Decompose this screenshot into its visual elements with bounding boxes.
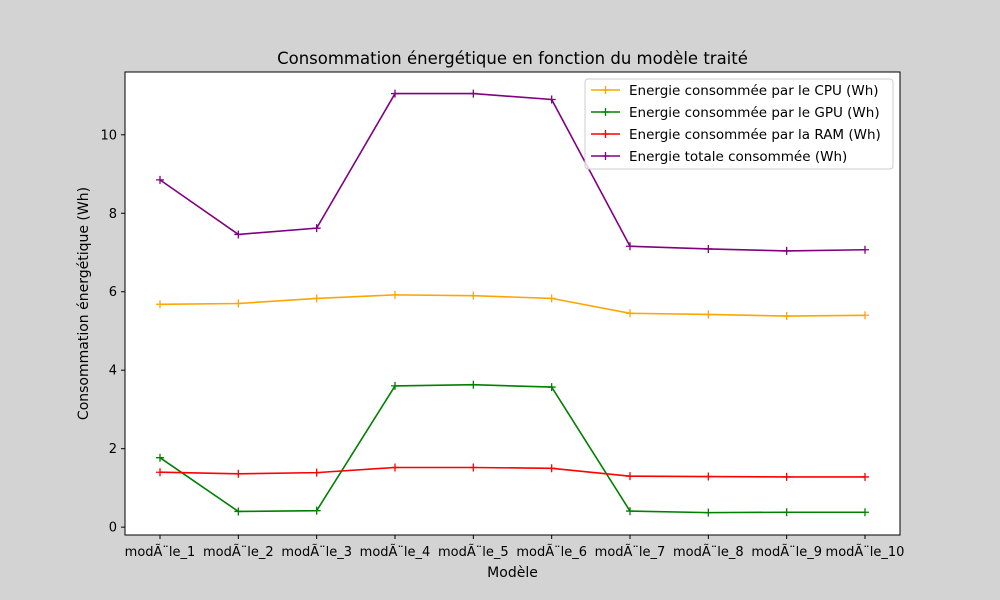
legend: Energie consommée par le CPU (Wh) Energie… [584,78,894,170]
series-line-3 [159,466,865,478]
data-point-marker [626,242,634,251]
data-point-marker [312,468,321,477]
plot-frame [124,71,901,536]
series-line-2 [159,383,865,514]
data-point-marker [626,309,634,318]
y-axis-label: Consommation énergétique (Wh) [76,187,92,420]
legend-marker [601,108,610,116]
x-tick-label: modÃ¨le_2 [203,544,274,560]
data-point-marker [626,472,634,481]
series-line-4 [159,92,866,252]
data-point-marker [626,507,634,516]
x-tick-label: modÃ¨le_8 [673,544,744,560]
data-point-marker [782,312,791,321]
data-point-marker [312,224,321,233]
chart-title: Consommation énergétique en fonction du … [277,49,748,68]
y-tick-label: 2 [109,442,117,457]
data-point-marker [782,246,791,255]
data-point-marker [234,230,243,239]
legend-label: Energie consommée par la RAM (Wh) [629,127,881,143]
x-axis-ticks: modÃ¨le_1 modÃ¨le_2 modÃ¨le_3 modÃ¨le_4 modÃ… [125,535,905,560]
data-point-marker [234,507,243,516]
legend-label: Energie totale consommée (Wh) [629,149,847,165]
data-point-marker [861,311,869,320]
x-tick-label: modÃ¨le_1 [125,544,196,560]
y-axis-ticks: 0 2 4 6 8 10 [100,128,125,536]
data-point-marker [312,506,321,515]
x-tick-label: modÃ¨le_9 [751,544,822,560]
series-line-1 [159,294,866,317]
data-point-marker [547,95,556,104]
legend-label: Energie consommée par le GPU (Wh) [629,105,880,121]
data-point-marker [156,468,164,477]
y-tick-label: 10 [100,128,117,143]
data-point-marker [547,464,556,473]
data-point-marker [312,294,321,303]
x-tick-label: modÃ¨le_5 [438,544,509,560]
data-point-marker [391,89,399,98]
data-point-marker [156,175,164,184]
data-point-marker [391,381,399,390]
x-tick-label: modÃ¨le_3 [281,544,352,560]
x-tick-label: modÃ¨le_4 [360,544,431,560]
data-point-marker [861,472,869,481]
legend-marker [601,130,610,138]
data-point-marker [469,463,478,472]
y-tick-label: 0 [109,521,117,536]
y-tick-label: 6 [109,285,117,300]
data-point-marker [391,463,399,472]
data-point-marker [782,508,791,517]
data-point-marker [704,508,713,517]
y-tick-label: 4 [109,364,117,379]
data-point-marker [234,299,243,308]
data-point-marker [156,453,164,462]
legend-label: Energie consommée par le CPU (Wh) [629,83,879,99]
x-tick-label: modÃ¨le_7 [595,544,666,560]
legend-entry: Energie consommée par la RAM (Wh) [591,127,881,143]
data-point-marker [156,300,164,309]
data-point-marker [861,508,869,517]
x-tick-label: modÃ¨le_10 [826,544,905,560]
data-point-marker [704,310,713,319]
data-point-marker [861,245,869,254]
data-point-marker [547,294,556,303]
series-layer [156,89,869,517]
data-point-marker [704,244,713,253]
legend-entry: Energie consommée par le GPU (Wh) [591,105,880,121]
data-point-marker [469,380,478,389]
data-point-marker [391,290,399,299]
legend-box [584,78,894,170]
data-point-marker [704,472,713,481]
x-axis-label: Modèle [487,565,538,581]
data-point-marker [469,291,478,300]
x-tick-label: modÃ¨le_6 [516,544,587,560]
data-point-marker [234,469,243,478]
data-point-marker [547,383,556,392]
legend-entry: Energie totale consommée (Wh) [591,149,847,165]
legend-marker [601,152,610,160]
legend-entry: Energie consommée par le CPU (Wh) [591,83,879,99]
data-point-marker [469,89,478,98]
legend-marker [601,86,610,94]
data-point-marker [782,472,791,481]
y-tick-label: 8 [109,207,117,222]
